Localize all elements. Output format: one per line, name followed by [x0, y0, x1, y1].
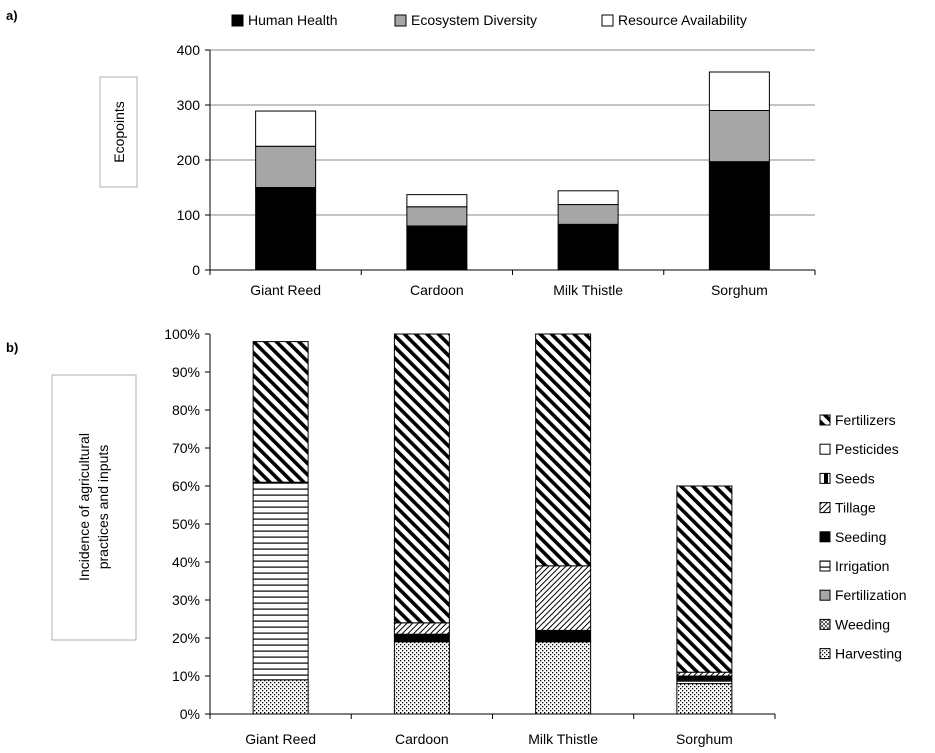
bar-seeding [393, 633, 450, 643]
legend-swatch [819, 414, 831, 426]
bar-harvesting [252, 679, 309, 715]
panel-a: a) 0 100 200 300 400 Giant Reed Cardoon Milk Thi… [6, 8, 816, 298]
legend-swatch [819, 589, 831, 601]
y-axis-label-line1: Incidence of agricultural [76, 433, 92, 581]
legend-label: Seeding [835, 529, 886, 545]
y-tick-label: 100% [164, 326, 200, 342]
legend-label: Seeds [835, 470, 875, 486]
y-tick-label: 300 [177, 97, 201, 113]
legend-label: Fertilization [835, 587, 907, 603]
legend-label: Weeding [835, 616, 890, 632]
y-tick-label: 20% [172, 630, 200, 646]
bar-tillage [393, 622, 450, 635]
legend-swatch [231, 14, 244, 27]
legend-label: Irrigation [835, 558, 889, 574]
legend-swatch [819, 618, 831, 630]
panel-label: b) [6, 340, 18, 355]
legend-label: Ecosystem Diversity [411, 12, 537, 28]
bar-fertilizers [393, 333, 450, 624]
legend-swatch [394, 14, 407, 27]
bar-human-health [557, 223, 619, 271]
y-tick-label: 50% [172, 516, 200, 532]
panel-label: a) [6, 8, 18, 23]
x-tick-label: Sorghum [676, 731, 733, 747]
bar-irrigation [252, 481, 309, 681]
y-axis-label-line2: practices and inputs [95, 445, 111, 570]
x-tick-label: Cardoon [395, 731, 449, 747]
y-tick-label: 0% [180, 706, 200, 722]
y-tick-label: 90% [172, 364, 200, 380]
legend-label: Pesticides [835, 441, 899, 457]
bar-harvesting [676, 683, 733, 715]
legend-swatch [819, 443, 831, 455]
bar-seeding [535, 629, 592, 643]
legend-swatch [819, 502, 831, 514]
legend-swatch [819, 560, 831, 572]
y-tick-label: 60% [172, 478, 200, 494]
legend-label: Fertilizers [835, 412, 896, 428]
bar-ecosystem-diversity [406, 206, 468, 227]
bar-resource-availability [406, 194, 468, 208]
bar-ecosystem-diversity [557, 204, 619, 225]
y-tick-label: 80% [172, 402, 200, 418]
bar-resource-availability [557, 190, 619, 206]
bar-human-health [255, 187, 317, 271]
y-tick-label: 70% [172, 440, 200, 456]
bar-human-health [406, 225, 468, 271]
x-tick-label: Giant Reed [250, 282, 321, 298]
x-tick-label: Milk Thistle [553, 282, 623, 298]
panel-b: b) 0% 10% 20% 30% 40% 50% 60% 70% 80% 90% 100% Giant… [6, 326, 907, 747]
x-tick-label: Cardoon [410, 282, 464, 298]
y-tick-label: 10% [172, 668, 200, 684]
legend-label: Resource Availability [618, 12, 747, 28]
x-tick-label: Milk Thistle [528, 731, 598, 747]
bar-fertilizers [535, 333, 592, 567]
y-tick-label: 200 [177, 152, 201, 168]
x-tick-label: Giant Reed [245, 731, 316, 747]
legend-label: Harvesting [835, 646, 902, 662]
y-axis-label: Ecopoints [111, 101, 127, 162]
y-tick-label: 40% [172, 554, 200, 570]
legend-swatch [601, 14, 614, 27]
bar-fertilizers [676, 485, 733, 673]
legend-label: Human Health [248, 12, 338, 28]
bar-tillage [535, 565, 592, 631]
legend-swatch [819, 472, 831, 484]
ylabel-box [51, 374, 137, 641]
bar-irrigation [676, 679, 733, 685]
y-tick-label: 0 [192, 262, 200, 278]
bar-resource-availability [255, 110, 317, 147]
bar-human-health [708, 161, 770, 271]
bar-fertilizers [252, 341, 309, 483]
bar-resource-availability [708, 71, 770, 111]
y-tick-label: 30% [172, 592, 200, 608]
y-tick-label: 100 [177, 207, 201, 223]
legend-swatch [819, 648, 831, 660]
bar-ecosystem-diversity [708, 110, 770, 163]
bar-harvesting [393, 641, 450, 715]
legend-swatch [819, 531, 831, 543]
legend-label: Tillage [835, 500, 876, 516]
ylabel-box [99, 76, 138, 188]
x-tick-label: Sorghum [711, 282, 768, 298]
bar-tillage [676, 671, 733, 677]
y-tick-label: 400 [177, 42, 201, 58]
bar-seeding [676, 675, 733, 681]
bar-ecosystem-diversity [255, 145, 317, 188]
bar-harvesting [535, 641, 592, 715]
